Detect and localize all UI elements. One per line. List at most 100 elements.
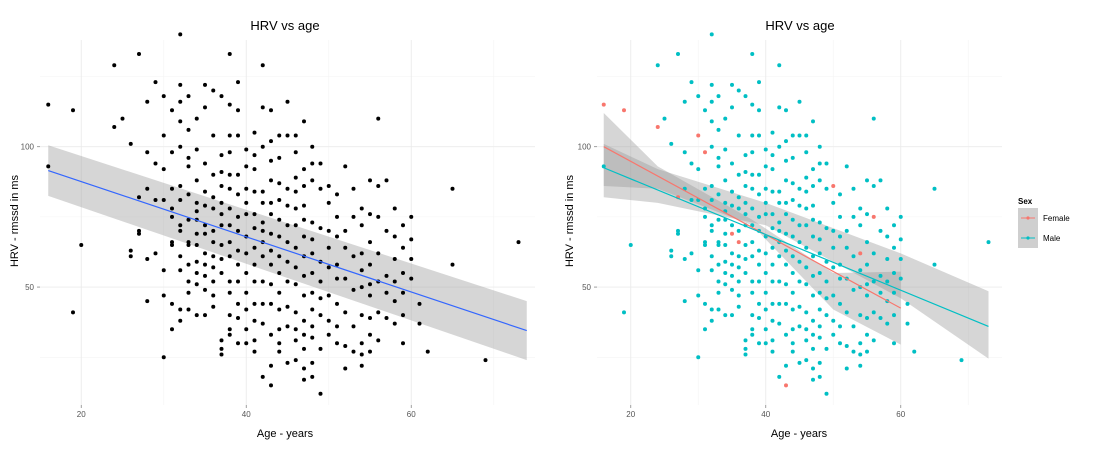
left-data-point xyxy=(326,332,331,337)
right-data-point-male xyxy=(797,259,802,264)
left-data-point xyxy=(219,184,224,188)
left-data-point xyxy=(401,313,405,318)
left-data-point xyxy=(227,102,232,107)
left-data-point xyxy=(376,184,381,188)
right-data-point-male xyxy=(689,198,694,203)
right-data-point-male xyxy=(696,268,701,273)
right-data-point-male xyxy=(757,279,761,284)
left-data-point xyxy=(252,167,257,172)
left-data-point xyxy=(302,203,306,208)
left-data-point xyxy=(137,231,141,236)
left-data-point xyxy=(310,220,315,225)
left-data-point xyxy=(219,242,224,247)
right-data-point-male xyxy=(676,228,680,233)
right-data-point-male xyxy=(777,189,782,194)
right-data-point-male xyxy=(817,144,822,149)
right-data-point-male xyxy=(804,175,809,180)
right-data-point-male xyxy=(730,287,734,292)
left-data-point xyxy=(409,237,414,242)
right-data-point-male xyxy=(777,105,782,110)
left-data-point xyxy=(417,321,422,326)
right-data-point-male xyxy=(784,212,788,217)
left-data-point xyxy=(219,169,224,174)
left-data-point xyxy=(293,133,298,138)
right-data-point-male xyxy=(892,341,896,346)
right-data-point-male xyxy=(777,254,782,259)
right-data-point-male xyxy=(750,240,755,245)
right-data-point-male xyxy=(709,82,714,87)
right-data-point-male xyxy=(878,290,883,295)
left-data-point xyxy=(409,257,414,261)
right-data-point-male xyxy=(723,178,728,183)
left-data-point xyxy=(359,251,364,256)
left-data-point xyxy=(186,240,191,245)
left-data-point xyxy=(343,164,348,169)
left-data-point xyxy=(269,139,273,144)
left-data-point xyxy=(335,234,339,239)
left-data-point xyxy=(161,133,166,138)
right-data-point-male xyxy=(784,231,788,236)
right-data-point-male xyxy=(831,318,836,323)
right-data-point-male xyxy=(838,301,842,306)
right-data-point-male xyxy=(709,184,714,188)
right-data-point-male xyxy=(784,200,788,205)
right-data-point-male xyxy=(757,108,761,113)
left-data-point xyxy=(310,161,315,166)
right-data-point-male xyxy=(865,240,869,245)
left-data-point xyxy=(260,301,265,306)
left-data-point xyxy=(219,94,224,99)
left-data-point xyxy=(277,341,282,346)
right-data-point-male xyxy=(676,52,680,57)
left-data-point xyxy=(302,346,306,351)
right-data-point-male xyxy=(757,80,761,85)
left-data-point xyxy=(219,223,224,228)
right-data-point-male xyxy=(784,363,788,368)
right-data-point-male xyxy=(817,251,822,256)
right-data-point-male xyxy=(932,186,937,191)
right-data-point-male xyxy=(777,144,782,149)
right-data-point-male xyxy=(804,265,809,270)
left-data-point xyxy=(227,206,232,211)
left-data-point xyxy=(293,245,298,250)
right-data-point-male xyxy=(817,178,822,183)
right-data-point-male xyxy=(730,82,734,87)
right-data-point-male xyxy=(804,245,809,250)
right-data-point-male xyxy=(770,130,775,135)
left-data-point xyxy=(194,178,199,183)
left-data-point xyxy=(277,271,282,276)
left-data-point xyxy=(302,184,306,188)
left-data-point xyxy=(384,178,389,183)
right-data-point-male xyxy=(757,133,761,138)
right-data-point-male xyxy=(797,186,802,191)
legend-label-male: Male xyxy=(1043,234,1061,243)
left-data-point xyxy=(392,279,397,284)
left-data-point xyxy=(194,282,199,287)
right-data-point-male xyxy=(770,167,775,172)
right-data-point-male xyxy=(790,254,795,259)
right-data-point-male xyxy=(790,155,795,160)
right-data-point-male xyxy=(878,228,883,233)
right-data-point-male xyxy=(703,240,707,245)
right-data-point-male xyxy=(905,321,910,326)
left-data-point xyxy=(335,301,339,306)
right-data-point-male xyxy=(831,265,836,270)
right-data-point-male xyxy=(858,341,863,346)
left-data-point xyxy=(219,200,224,205)
right-data-point-male xyxy=(811,366,815,371)
right-data-point-male xyxy=(703,327,707,332)
right-data-point-male xyxy=(892,313,896,318)
left-data-point xyxy=(161,293,166,298)
left-data-point xyxy=(269,158,273,163)
right-data-point-male xyxy=(703,242,707,247)
right-data-point-male xyxy=(892,290,896,295)
left-data-point xyxy=(277,133,282,138)
left-data-point xyxy=(203,105,207,110)
left-x-tick-label: 40 xyxy=(242,410,251,419)
left-data-point xyxy=(260,321,265,326)
right-data-point-male xyxy=(858,268,863,273)
right-data-point-male xyxy=(770,189,775,194)
right-data-point-male xyxy=(736,133,741,138)
right-data-point-male xyxy=(709,228,714,233)
right-data-point-male xyxy=(790,271,795,276)
